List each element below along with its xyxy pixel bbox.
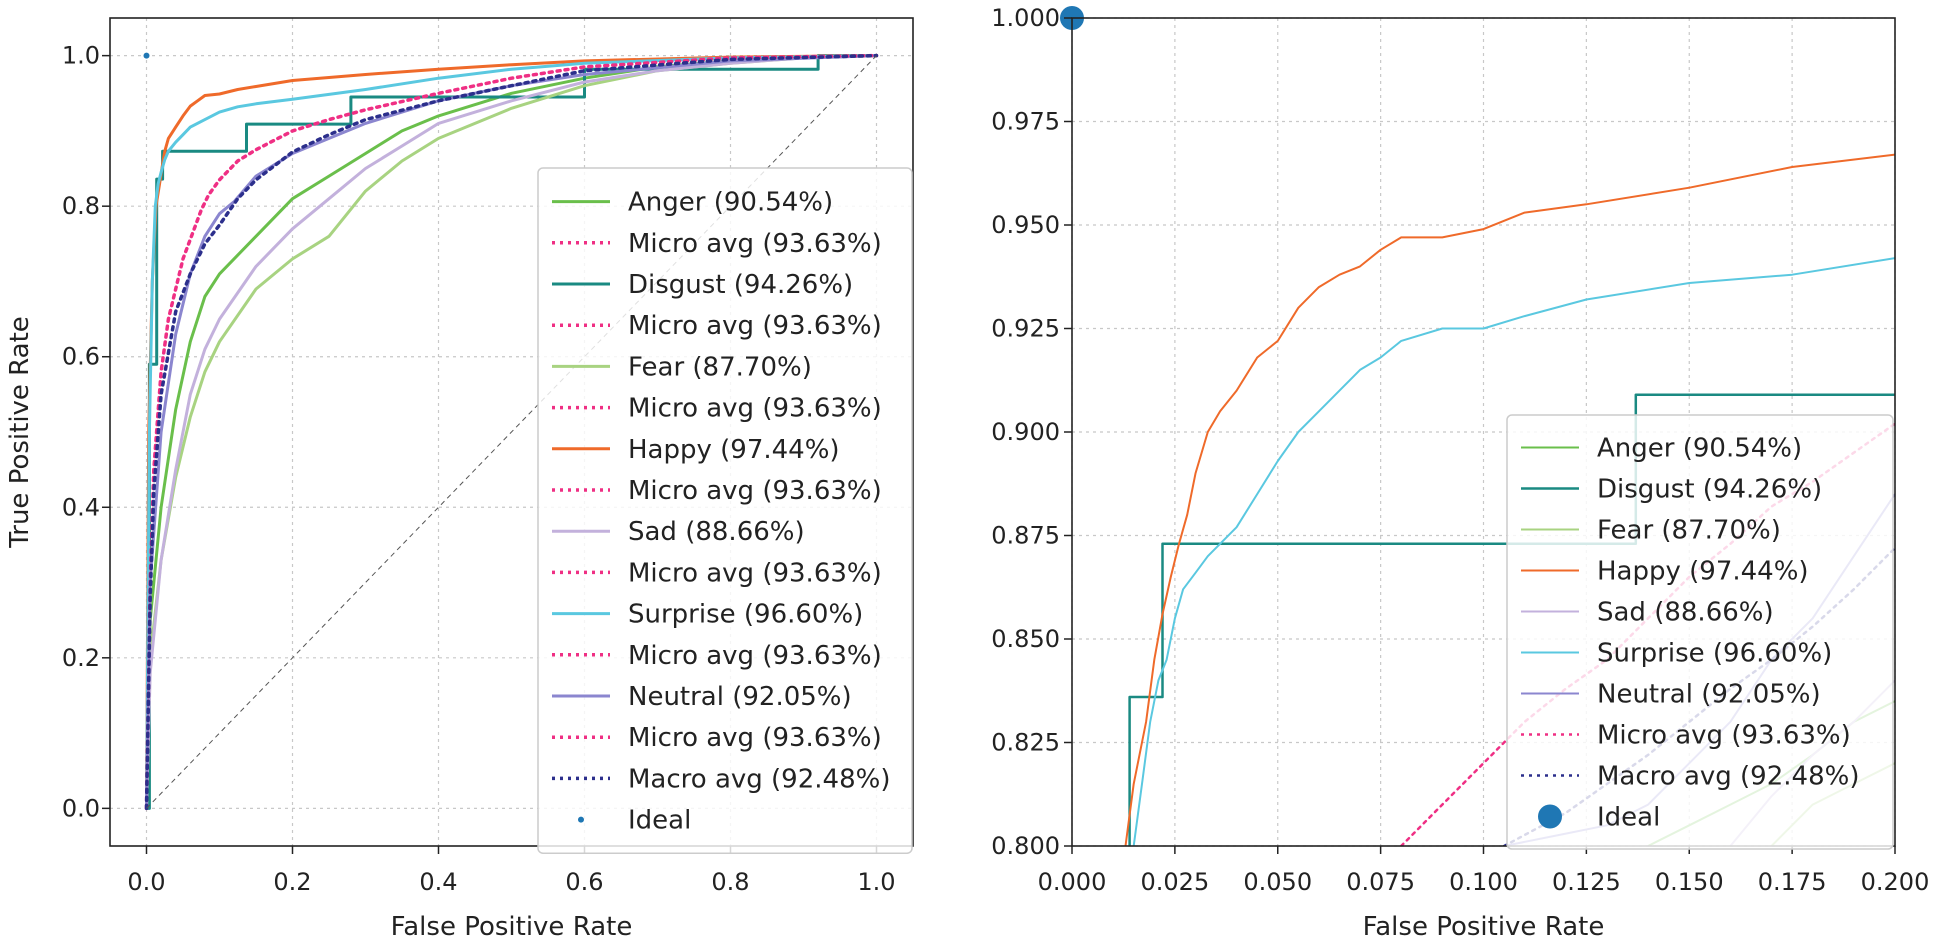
legend-label-macro-avg-92-48: Macro avg (92.48%) <box>628 764 890 794</box>
y-tick-label: 0.975 <box>991 108 1060 136</box>
series-line-surprise <box>1132 257 1895 846</box>
x-tick-label: 0.0 <box>127 868 165 896</box>
legend-label-happy-97-44: Happy (97.44%) <box>1597 557 1809 587</box>
chart-panel-right: 0.000 0.025 0.050 0.075 0.100 0.125 0.150 0.175… <box>991 4 1929 942</box>
legend-label-sad-88-66: Sad (88.66%) <box>628 517 805 547</box>
legend-label-micro-avg-93-63: Micro avg (93.63%) <box>628 723 882 753</box>
legend-label-macro-avg-92-48: Macro avg (92.48%) <box>1597 762 1859 792</box>
x-tick-label: 0.075 <box>1346 868 1415 896</box>
legend-box <box>1506 414 1894 850</box>
y-tick-label: 0.8 <box>62 192 100 220</box>
y-tick-label: 0.800 <box>991 832 1060 860</box>
x-tick-label: 0.200 <box>1861 868 1930 896</box>
y-tick-label: 0.950 <box>991 211 1060 239</box>
ideal-point-marker <box>143 52 150 59</box>
legend-label-disgust-94-26: Disgust (94.26%) <box>628 270 853 300</box>
y-tick-label: 1.000 <box>991 4 1060 32</box>
x-tick-label: 0.050 <box>1243 868 1312 896</box>
legend-label-fear-87-70: Fear (87.70%) <box>628 352 812 382</box>
legend: Anger (90.54%) Disgust (94.26%) Fear (87.7… <box>1506 414 1894 850</box>
legend-label-anger-90-54: Anger (90.54%) <box>1597 434 1802 464</box>
series-line-disgust <box>1128 393 1895 846</box>
series-line-sad <box>145 54 877 809</box>
x-tick-label: 0.4 <box>419 868 457 896</box>
legend-label-anger-90-54: Anger (90.54%) <box>628 188 833 218</box>
x-tick-label: 0.100 <box>1449 868 1518 896</box>
y-tick-label: 0.875 <box>991 522 1060 550</box>
chart-panel-left: 0.0 0.2 0.4 0.6 0.8 1.0 0.0 0.2 0.4 0.6 0.8 1.0 Fals… <box>5 17 914 942</box>
x-tick-label: 0.2 <box>273 868 311 896</box>
y-axis-title: True Positive Rate <box>5 316 35 549</box>
series-line-macro-avg <box>144 53 879 811</box>
legend-label-surprise-96-60: Surprise (96.60%) <box>628 600 863 630</box>
legend: Anger (90.54%) Micro avg (93.63%) Disgust … <box>537 167 913 854</box>
legend-marker-ideal <box>578 816 584 823</box>
legend-marker-ideal <box>1538 804 1562 829</box>
legend-label-micro-avg-93-63: Micro avg (93.63%) <box>628 311 882 341</box>
series-line-happy <box>1124 153 1895 846</box>
legend-label-micro-avg-93-63: Micro avg (93.63%) <box>1597 721 1851 751</box>
x-tick-label: 0.150 <box>1655 868 1724 896</box>
y-tick-label: 0.825 <box>991 729 1060 757</box>
series-line-micro-avg <box>144 53 879 811</box>
legend-label-surprise-96-60: Surprise (96.60%) <box>1597 639 1832 669</box>
x-axis-title: False Positive Rate <box>1363 912 1605 942</box>
y-tick-label: 0.925 <box>991 315 1060 343</box>
legend-label-neutral-92-05: Neutral (92.05%) <box>1597 680 1821 710</box>
legend-label-fear-87-70: Fear (87.70%) <box>1597 516 1781 546</box>
legend-label-sad-88-66: Sad (88.66%) <box>1597 598 1774 628</box>
legend-label-disgust-94-26: Disgust (94.26%) <box>1597 475 1822 505</box>
x-tick-label: 0.125 <box>1552 868 1621 896</box>
legend-label-ideal: Ideal <box>1597 803 1660 833</box>
legend-label-micro-avg-93-63: Micro avg (93.63%) <box>628 394 882 424</box>
x-tick-label: 0.8 <box>711 868 749 896</box>
legend-label-neutral-92-05: Neutral (92.05%) <box>628 682 852 712</box>
y-tick-label: 0.4 <box>62 493 100 521</box>
x-tick-label: 0.000 <box>1038 868 1107 896</box>
legend-label-happy-97-44: Happy (97.44%) <box>628 435 840 465</box>
x-axis-title: False Positive Rate <box>391 912 633 942</box>
axes-frame <box>109 17 914 847</box>
y-tick-label: 0.6 <box>62 343 100 371</box>
x-tick-label: 0.025 <box>1141 868 1210 896</box>
series-line-disgust <box>146 54 877 810</box>
y-tick-label: 1.0 <box>62 42 100 70</box>
y-tick-label: 0.900 <box>991 418 1060 446</box>
legend-label-ideal: Ideal <box>628 806 691 836</box>
legend-label-micro-avg-93-63: Micro avg (93.63%) <box>628 476 882 506</box>
plot-series-group <box>144 53 879 811</box>
x-tick-label: 1.0 <box>857 868 895 896</box>
legend-label-micro-avg-93-63: Micro avg (93.63%) <box>628 641 882 671</box>
legend-label-micro-avg-93-63: Micro avg (93.63%) <box>628 558 882 588</box>
legend-box <box>537 167 913 854</box>
x-tick-label: 0.6 <box>565 868 603 896</box>
x-tick-label: 0.175 <box>1758 868 1827 896</box>
y-tick-label: 0.850 <box>991 625 1060 653</box>
y-tick-label: 0.0 <box>62 794 100 822</box>
y-tick-label: 0.2 <box>62 644 100 672</box>
legend-label-micro-avg-93-63: Micro avg (93.63%) <box>628 229 882 259</box>
series-line-surprise <box>145 54 877 809</box>
